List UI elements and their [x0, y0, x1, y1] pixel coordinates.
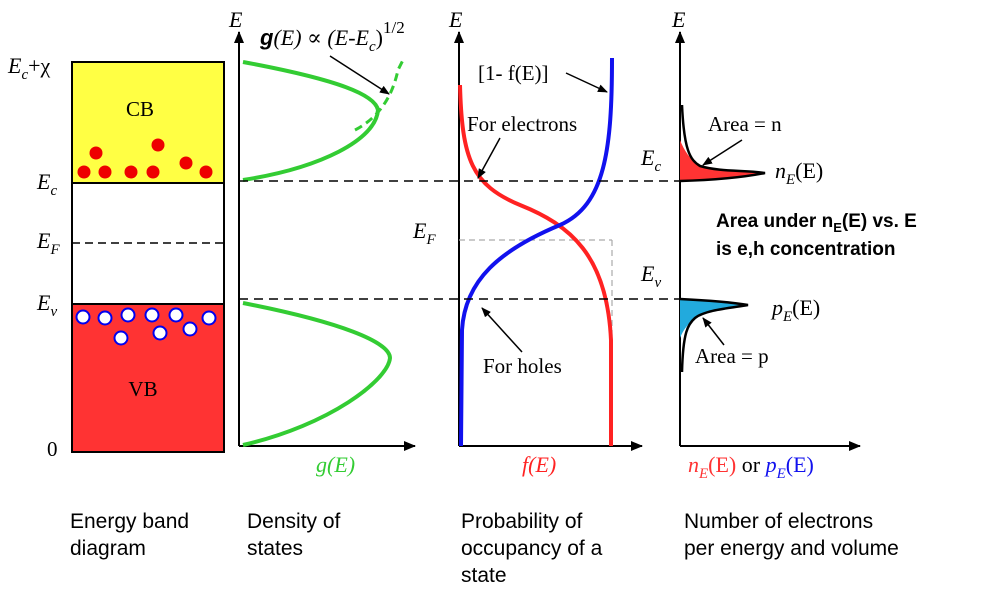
density-axis-label: nE(E) or pE(E) — [688, 452, 814, 482]
electron-density-curve — [679, 104, 766, 183]
area-statement-line2: is e,h concentration — [716, 239, 895, 260]
ec-chi-label: Ec+χ — [7, 53, 51, 83]
band-gap — [71, 182, 225, 305]
dos-cb-curve — [242, 60, 381, 182]
electron — [199, 165, 213, 179]
area-p-arrow — [702, 317, 725, 346]
one-minus-f-arrow — [565, 72, 608, 93]
holes — [75, 307, 217, 346]
hole-density-curve — [679, 297, 749, 373]
hole — [120, 307, 136, 323]
density-of-states-panel: E g(E) ∝ (E-Ec)1/2 g(E) Density of states — [228, 7, 416, 560]
dos-axis-label: g(E) — [316, 452, 355, 477]
fermi-axis-e-label: E — [448, 7, 463, 32]
for-electrons-arrow — [477, 137, 501, 179]
fermi-axis-label: f(E) — [522, 452, 556, 477]
area-statement-line1: Area under nE(E) vs. E — [716, 211, 917, 235]
for-electrons-label: For electrons — [467, 112, 577, 136]
hole — [182, 321, 198, 337]
dos-formula: g(E) ∝ (E-Ec)1/2 — [259, 18, 405, 55]
conduction-band — [71, 61, 225, 184]
carrier-density-panel: E Area = n Area = p Ec Ev nE(E) pE(E) Ar… — [640, 7, 917, 560]
hole — [75, 309, 91, 325]
area-n-arrow — [702, 139, 743, 166]
hole — [168, 307, 184, 323]
dos-caption: Density of states — [247, 510, 341, 560]
vb-label: VB — [128, 377, 157, 401]
area-n-label: Area = n — [708, 112, 782, 136]
hole-occupancy-curve — [459, 57, 614, 447]
density-ec-label: Ec — [640, 145, 661, 175]
ec-label: Ec — [36, 169, 57, 199]
cb-label: CB — [126, 97, 154, 121]
electron — [124, 165, 138, 179]
hole — [152, 325, 168, 341]
one-minus-f-label: [1- f(E)] — [478, 61, 549, 85]
electron — [98, 165, 112, 179]
fermi-caption: Probability of occupancy of a state — [461, 510, 603, 587]
electron — [151, 138, 165, 152]
energy-band-panel: CB VB Ec+χ Ec EF Ev 0 Energy band diagram — [7, 53, 225, 560]
electron — [146, 165, 160, 179]
hole — [113, 330, 129, 346]
hole — [201, 310, 217, 326]
electron — [77, 165, 91, 179]
pe-curve-label: pE(E) — [770, 295, 820, 325]
fermi-ef-label: EF — [412, 218, 436, 248]
for-holes-arrow — [481, 307, 523, 353]
density-ev-label: Ev — [640, 261, 661, 291]
ne-curve-label: nE(E) — [775, 158, 823, 188]
ev-label: Ev — [36, 290, 57, 320]
dos-sqrt-approx-curve — [354, 57, 406, 132]
hole — [144, 307, 160, 323]
energy-band-caption: Energy band diagram — [70, 510, 189, 560]
electron-density-area — [680, 140, 765, 181]
zero-label: 0 — [47, 437, 58, 461]
density-caption: Number of electrons per energy and volume — [684, 510, 899, 560]
dos-axis-e-label: E — [228, 7, 243, 32]
electron — [89, 146, 103, 160]
electron — [179, 156, 193, 170]
for-holes-label: For holes — [483, 354, 562, 378]
ef-label: EF — [36, 228, 60, 258]
electron-occupancy-curve — [458, 84, 613, 446]
hole — [97, 310, 113, 326]
dos-vb-curve — [242, 301, 393, 447]
formula-pointer-arrow — [329, 55, 390, 95]
density-axis-e-label: E — [671, 7, 686, 32]
valence-band — [71, 303, 225, 453]
electrons — [77, 138, 213, 179]
hole-density-area — [680, 299, 748, 338]
occupancy-panel: E [1- f(E)] For electrons For holes EF f… — [412, 7, 643, 587]
area-p-label: Area = p — [695, 344, 769, 368]
